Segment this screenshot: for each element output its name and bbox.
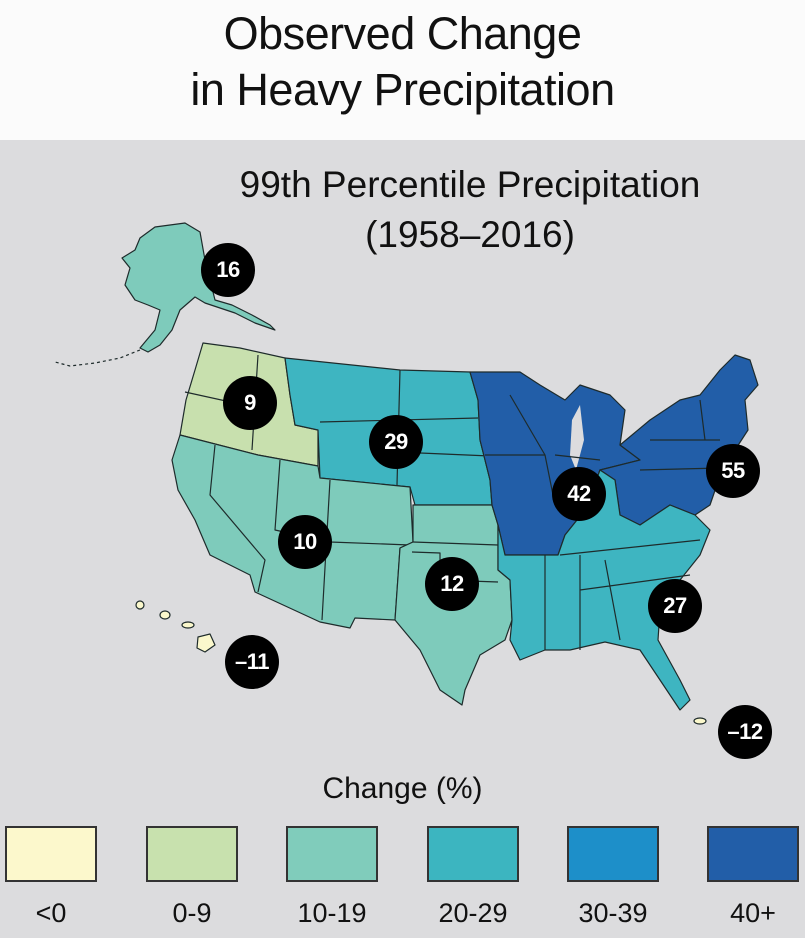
value-badge-northeast: 55	[706, 444, 760, 498]
legend-label: 0-9	[172, 898, 212, 928]
page-title: Observed Change in Heavy Precipitation	[0, 0, 805, 118]
region-puerto-rico	[693, 717, 707, 725]
legend-label: 40+	[730, 898, 776, 928]
value-badge-hawaii: –11	[225, 635, 279, 689]
value-badge-puerto-rico: –12	[718, 705, 772, 759]
region-southeast	[497, 469, 711, 711]
value-badge-southern-great-plains: 12	[425, 557, 479, 611]
title-line-1: Observed Change	[223, 8, 582, 59]
map-panel: 99th Percentile Precipitation (1958–2016…	[0, 140, 805, 938]
legend-label: 10-19	[297, 898, 367, 928]
legend-swatch-0-9	[146, 826, 238, 882]
subtitle-line-2: (1958–2016)	[365, 214, 575, 255]
legend-label: 20-29	[438, 898, 508, 928]
legend-swatch-30-39	[567, 826, 659, 882]
region-northeast	[599, 354, 759, 526]
value-badge-northern-great-plains: 29	[369, 415, 423, 469]
value-badge-midwest: 42	[552, 467, 606, 521]
value-badge-alaska: 16	[201, 243, 255, 297]
value-badge-southwest: 10	[278, 515, 332, 569]
legend-title: Change (%)	[322, 772, 483, 805]
title-line-2: in Heavy Precipitation	[190, 64, 615, 115]
region-hawaii	[135, 600, 216, 653]
legend: <0 0-9 10-19 20-29 30-39 40+	[3, 826, 803, 928]
value-badge-northwest: 9	[223, 376, 277, 430]
legend-swatch-10-19	[286, 826, 378, 882]
legend-swatch-20-29	[427, 826, 519, 882]
subtitle-line-1: 99th Percentile Precipitation	[239, 164, 701, 205]
legend-swatch-40-plus	[707, 826, 799, 882]
map-subtitle: 99th Percentile Precipitation (1958–2016…	[150, 160, 790, 260]
region-alaska	[54, 222, 276, 367]
value-badge-southeast: 27	[648, 579, 702, 633]
legend-label: 30-39	[578, 898, 648, 928]
header: Observed Change in Heavy Precipitation	[0, 0, 805, 140]
legend-label: <0	[35, 898, 67, 928]
legend-swatch-lt0	[5, 826, 97, 882]
